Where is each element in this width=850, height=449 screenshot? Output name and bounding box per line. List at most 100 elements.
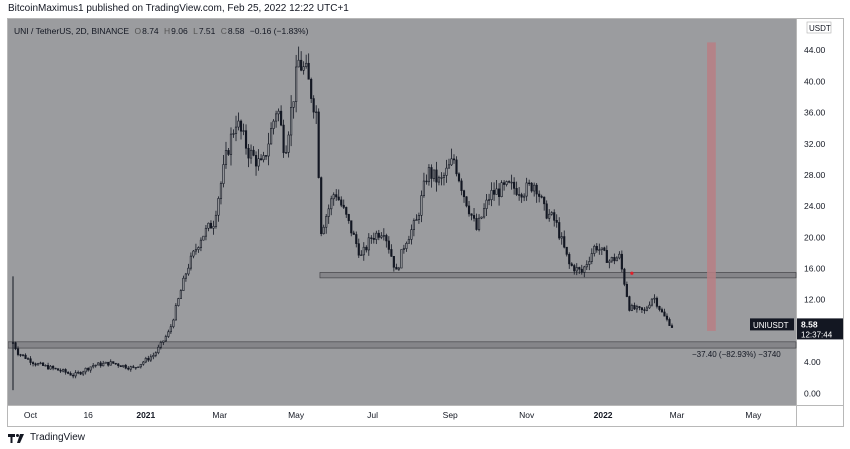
price-chart[interactable]: −37.40 (−82.93%) −3740 0.004.008.0012.00… — [8, 19, 843, 426]
candle-body — [613, 256, 616, 262]
candle-body — [229, 133, 233, 155]
candle-body — [452, 158, 456, 161]
candle — [445, 159, 448, 183]
candle-body — [460, 180, 463, 191]
candle-body — [197, 247, 200, 250]
candle-body — [114, 362, 117, 365]
candle — [325, 213, 328, 234]
candle-body — [164, 336, 167, 342]
candle-body — [480, 216, 483, 219]
candle-body — [237, 120, 240, 128]
candle-body — [124, 364, 127, 369]
candle-body — [312, 98, 315, 113]
candle-body — [588, 261, 591, 265]
candle — [164, 334, 167, 342]
candle-body — [287, 134, 290, 153]
candle-body — [538, 193, 541, 197]
candle-body — [169, 326, 172, 333]
candle-body — [26, 358, 30, 360]
candle — [655, 296, 659, 309]
candle-body — [415, 219, 418, 221]
candle — [417, 212, 420, 224]
candle — [598, 243, 601, 255]
candle — [134, 367, 137, 370]
candle — [533, 182, 536, 197]
candle-body — [495, 188, 498, 195]
candle — [14, 341, 17, 351]
candle — [477, 214, 481, 232]
candle-body — [508, 181, 511, 183]
candle — [159, 340, 162, 350]
candle — [272, 119, 275, 135]
candle — [112, 361, 115, 365]
candle-body — [252, 149, 255, 156]
candle-body — [457, 173, 461, 182]
candle — [254, 151, 258, 176]
candle — [425, 174, 428, 185]
candle-body — [633, 305, 636, 310]
candle — [370, 235, 373, 244]
candle-body — [530, 182, 533, 192]
candle-body — [79, 371, 82, 375]
candle — [525, 177, 528, 201]
candle — [360, 250, 363, 256]
candle — [214, 210, 218, 229]
candle-body — [498, 188, 501, 198]
candle — [152, 352, 155, 360]
candle-body — [548, 213, 551, 219]
candle — [575, 263, 578, 276]
candle-body — [244, 130, 248, 149]
tradingview-footer[interactable]: TradingView — [8, 432, 85, 443]
candle-body — [410, 229, 413, 240]
candle-body — [224, 150, 228, 165]
candle-body — [119, 365, 122, 368]
candle — [460, 178, 463, 196]
candle — [239, 119, 243, 140]
candle-body — [510, 181, 513, 184]
candle-body — [132, 366, 135, 368]
candle — [29, 356, 32, 366]
candle — [573, 263, 576, 275]
candle-body — [645, 307, 648, 311]
candle — [540, 194, 543, 199]
legend-low: 7.51 — [198, 26, 216, 36]
candle — [653, 294, 656, 304]
candle-body — [515, 188, 518, 195]
candle — [420, 190, 423, 223]
candle — [658, 305, 661, 312]
candle — [99, 360, 102, 368]
candle — [495, 179, 498, 195]
candle — [530, 182, 533, 193]
candle — [640, 307, 643, 314]
y-tick-label: 28.00 — [804, 170, 826, 180]
tradingview-brand: TradingView — [30, 432, 86, 443]
candle — [663, 308, 666, 317]
candle — [59, 368, 62, 373]
candle — [585, 260, 588, 271]
legend-symbol[interactable]: UNI / TetherUS, 2D, BINANCE — [14, 26, 130, 36]
candle — [618, 251, 621, 260]
candle — [402, 244, 405, 254]
price-tag-price: 8.58 — [801, 319, 818, 329]
candle — [538, 190, 541, 203]
candle — [77, 370, 80, 375]
red-marker — [630, 271, 634, 275]
candle — [252, 146, 255, 157]
candle — [335, 189, 338, 201]
candle-body — [327, 208, 330, 217]
candle-body — [342, 204, 345, 208]
candle-body — [447, 164, 451, 169]
candle — [470, 213, 473, 221]
candle — [67, 371, 70, 375]
candle-body — [307, 62, 310, 80]
price-tag-symbol: UNIUSDT — [753, 321, 789, 330]
candle-body — [650, 298, 654, 306]
candle — [104, 361, 107, 364]
y-tick-label: 16.00 — [804, 264, 826, 274]
candle-body — [520, 194, 523, 198]
candle — [357, 238, 360, 258]
candle — [600, 247, 603, 255]
candle — [372, 232, 375, 244]
candle — [162, 340, 165, 346]
candle — [182, 275, 185, 291]
